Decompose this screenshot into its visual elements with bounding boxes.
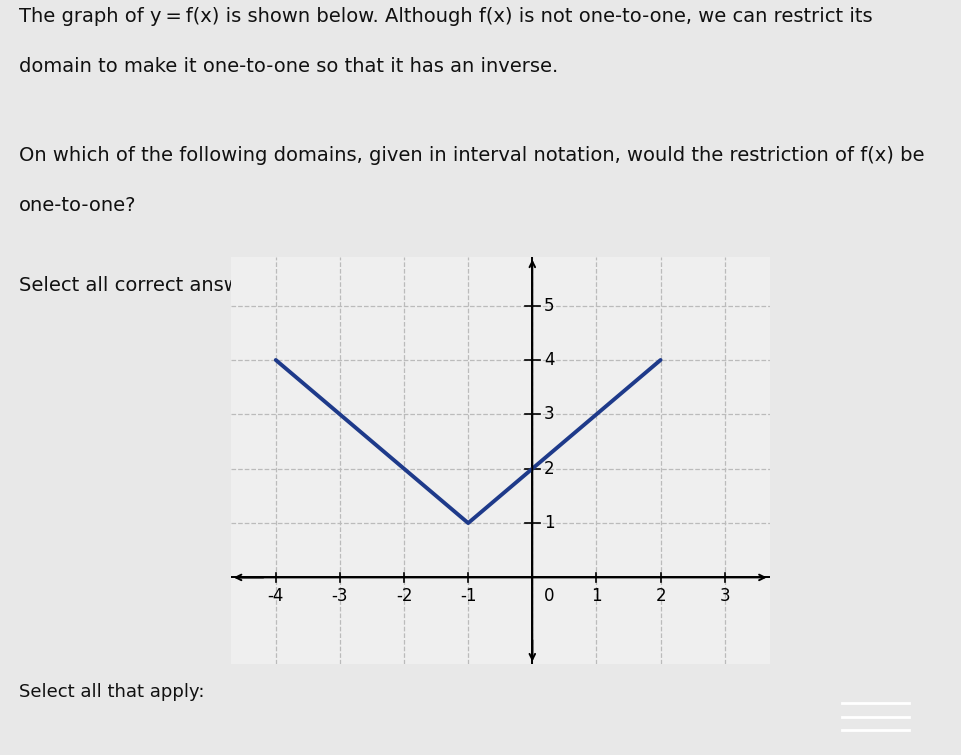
Text: 5: 5 [543,297,554,315]
Text: 2: 2 [654,587,665,606]
Text: 0: 0 [543,587,554,606]
Text: On which of the following domains, given in interval notation, would the restric: On which of the following domains, given… [19,146,924,165]
Text: 2: 2 [543,460,554,478]
Text: Select all that apply:: Select all that apply: [19,683,205,701]
Text: domain to make it one-to-one so that it has an inverse.: domain to make it one-to-one so that it … [19,57,557,76]
Text: 1: 1 [543,514,554,532]
Text: 4: 4 [543,351,554,369]
Text: 3: 3 [719,587,729,606]
Text: -2: -2 [395,587,412,606]
Text: 3: 3 [543,405,554,424]
Text: 1: 1 [590,587,602,606]
Text: one-to-one?: one-to-one? [19,196,136,215]
Text: -4: -4 [267,587,283,606]
Text: The graph of y = f(x) is shown below. Although f(x) is not one-to-one, we can re: The graph of y = f(x) is shown below. Al… [19,7,872,26]
Text: Select all correct answers.: Select all correct answers. [19,276,276,295]
Text: -1: -1 [459,587,476,606]
Text: -3: -3 [332,587,348,606]
